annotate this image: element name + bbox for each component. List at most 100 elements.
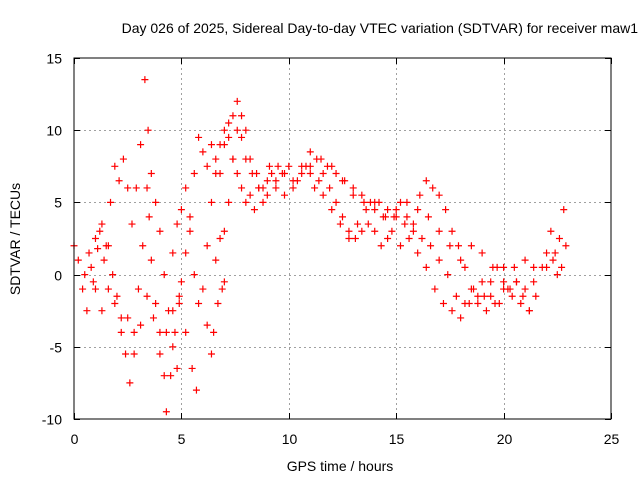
data-point — [272, 177, 280, 185]
data-point — [525, 307, 533, 315]
data-point — [214, 299, 222, 307]
data-point — [332, 170, 340, 178]
data-point — [482, 307, 490, 315]
data-point — [289, 184, 297, 192]
data-point — [238, 112, 246, 120]
data-point — [246, 191, 254, 199]
data-point — [388, 227, 396, 235]
data-point — [182, 184, 190, 192]
data-point — [467, 242, 475, 250]
data-point — [79, 285, 87, 293]
data-point — [238, 184, 246, 192]
data-point — [442, 206, 450, 214]
data-point — [454, 242, 462, 250]
data-point — [233, 97, 241, 105]
data-point — [416, 191, 424, 199]
data-point — [345, 227, 353, 235]
data-point — [562, 242, 570, 250]
data-point — [532, 292, 540, 300]
data-point — [268, 170, 276, 178]
data-point — [147, 170, 155, 178]
x-tick-label: 0 — [71, 431, 79, 447]
data-point — [169, 307, 177, 315]
data-point — [203, 242, 211, 250]
data-point — [328, 206, 336, 214]
data-point — [195, 133, 203, 141]
data-point — [225, 119, 233, 127]
y-tick-label: 15 — [46, 51, 62, 67]
data-point — [229, 155, 237, 163]
x-tick-label: 5 — [178, 431, 186, 447]
data-point — [362, 206, 370, 214]
data-point — [210, 328, 218, 336]
data-point — [560, 206, 568, 214]
data-point — [144, 126, 152, 134]
data-point — [298, 170, 306, 178]
data-point — [351, 235, 359, 242]
data-point — [207, 141, 215, 149]
data-point — [212, 155, 220, 163]
data-point — [87, 263, 95, 271]
data-point — [435, 256, 443, 264]
data-point — [130, 350, 138, 358]
data-point — [384, 206, 392, 214]
data-point — [306, 148, 314, 156]
data-point — [102, 242, 110, 250]
data-point — [242, 126, 250, 134]
data-point — [152, 198, 160, 206]
data-point — [315, 177, 323, 185]
x-tick-label: 15 — [389, 431, 405, 447]
data-point — [117, 328, 125, 336]
data-point — [242, 198, 250, 206]
data-point — [91, 235, 99, 242]
data-point — [517, 299, 525, 307]
data-points — [70, 76, 570, 416]
data-point — [203, 321, 211, 329]
y-axis-label: SDTVAR / TECUs — [7, 183, 23, 295]
data-point — [89, 278, 97, 286]
data-point — [207, 350, 215, 358]
data-point — [281, 170, 289, 178]
data-point — [371, 198, 379, 206]
data-point — [182, 328, 190, 336]
data-point — [199, 148, 207, 156]
series-track-11 — [500, 206, 570, 315]
data-point — [74, 256, 82, 264]
data-point — [339, 213, 346, 221]
data-point — [126, 379, 134, 387]
data-point — [190, 271, 198, 279]
data-point — [439, 299, 447, 307]
data-point — [293, 177, 301, 185]
axis-ticks: 0 5 10 15 20 25 -10 -5 0 5 10 15 — [42, 51, 620, 448]
data-point — [435, 191, 443, 199]
data-point — [543, 249, 551, 257]
data-point — [500, 285, 508, 293]
y-tick-label: -10 — [42, 412, 62, 428]
data-point — [549, 256, 557, 264]
data-point — [478, 278, 486, 286]
data-point — [332, 198, 340, 206]
data-point — [141, 76, 149, 84]
data-point — [175, 292, 183, 300]
data-point — [149, 314, 157, 322]
data-point — [207, 198, 215, 206]
data-point — [427, 242, 435, 250]
data-point — [192, 386, 200, 394]
data-point — [83, 307, 91, 315]
data-point — [177, 206, 185, 214]
data-point — [143, 292, 151, 300]
y-tick-label: 0 — [54, 268, 62, 284]
data-point — [220, 227, 228, 235]
data-point — [392, 206, 400, 214]
data-point — [173, 220, 181, 228]
data-point — [521, 256, 529, 264]
data-point — [122, 350, 130, 358]
data-point — [414, 206, 422, 214]
data-point — [216, 141, 224, 149]
series-track-10 — [306, 155, 538, 286]
data-point — [119, 155, 127, 163]
data-point — [145, 213, 153, 221]
data-point — [225, 198, 233, 206]
data-point — [403, 198, 411, 206]
data-point — [233, 170, 241, 178]
